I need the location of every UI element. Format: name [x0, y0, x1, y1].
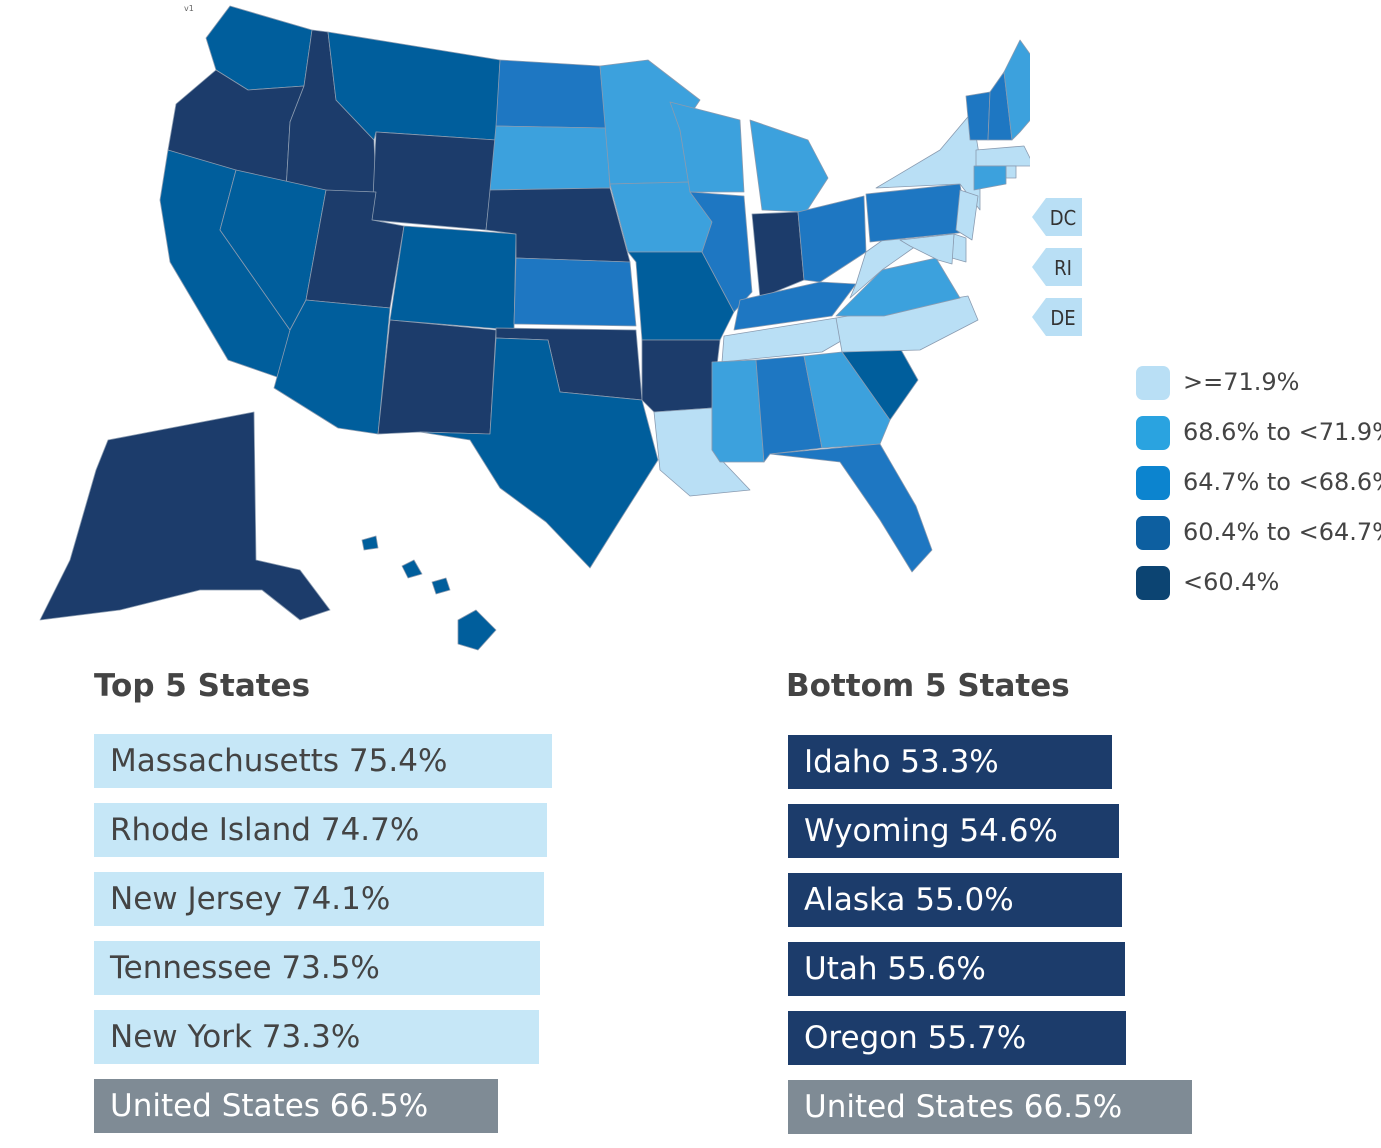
state-nd[interactable]: [495, 59, 607, 129]
top-state-bar: Massachusetts 75.4%: [94, 734, 552, 788]
us-average-bar: United States 66.5%: [788, 1080, 1192, 1134]
top-state-bar: Tennessee 73.5%: [94, 941, 540, 995]
top-states-title: Top 5 States: [94, 668, 311, 704]
legend-label: 64.7% to <68.6%: [1183, 468, 1381, 496]
state-in[interactable]: [751, 211, 805, 299]
bottom-state-bar: Idaho 53.3%: [788, 735, 1112, 789]
top-state-bar: New Jersey 74.1%: [94, 872, 544, 926]
states-layer: [39, 5, 1030, 651]
state-wy[interactable]: [371, 131, 497, 231]
callout-dc[interactable]: DC: [1032, 198, 1082, 236]
state-ks[interactable]: [513, 257, 637, 327]
state-ct[interactable]: [973, 165, 1007, 191]
state-md[interactable]: [899, 233, 955, 265]
legend-label: >=71.9%: [1183, 368, 1300, 396]
top-state-bar: New York 73.3%: [94, 1010, 539, 1064]
state-ga[interactable]: [803, 351, 891, 449]
legend-swatch: [1136, 466, 1170, 500]
state-me[interactable]: [1003, 39, 1030, 141]
state-oh[interactable]: [797, 195, 867, 283]
callout-arrow-icon: [1032, 298, 1082, 336]
callout-label-de: DE: [1050, 306, 1076, 330]
legend-swatch: [1136, 366, 1170, 400]
state-ak[interactable]: [39, 411, 331, 621]
state-va[interactable]: [835, 257, 961, 317]
state-wi[interactable]: [669, 101, 745, 193]
bottom-state-bar: Utah 55.6%: [788, 942, 1125, 996]
state-vt[interactable]: [965, 91, 991, 141]
callout-de[interactable]: DE: [1032, 298, 1082, 336]
state-az[interactable]: [273, 299, 391, 435]
version-label: v1: [184, 4, 194, 13]
legend-label: 68.6% to <71.9%: [1183, 418, 1381, 446]
state-pa[interactable]: [865, 183, 969, 243]
callout-arrow-icon: [1032, 198, 1082, 236]
state-il[interactable]: [689, 191, 753, 313]
us-choropleth-map: [39, 5, 1030, 651]
callout-label-dc: DC: [1049, 206, 1077, 230]
state-tx[interactable]: [419, 337, 659, 569]
legend-label: 60.4% to <64.7%: [1183, 518, 1381, 546]
state-co[interactable]: [389, 225, 517, 331]
callout-arrow-icon: [1032, 248, 1082, 286]
state-hi[interactable]: [361, 535, 497, 651]
state-ms[interactable]: [711, 359, 765, 463]
state-ar[interactable]: [641, 339, 721, 413]
bottom-state-bar: Alaska 55.0%: [788, 873, 1122, 927]
callout-ri[interactable]: RI: [1032, 248, 1082, 286]
state-sd[interactable]: [489, 125, 611, 191]
bottom-state-bar: Oregon 55.7%: [788, 1011, 1126, 1065]
legend-label: <60.4%: [1183, 568, 1280, 596]
state-ri[interactable]: [1005, 165, 1017, 179]
state-mi[interactable]: [749, 119, 829, 213]
bottom-states-title: Bottom 5 States: [786, 668, 1070, 704]
state-fl[interactable]: [769, 443, 933, 573]
state-al[interactable]: [755, 355, 823, 463]
legend-swatch: [1136, 516, 1170, 550]
callout-label-ri: RI: [1054, 256, 1072, 280]
legend-swatch: [1136, 566, 1170, 600]
bottom-state-bar: Wyoming 54.6%: [788, 804, 1119, 858]
top-state-bar: Rhode Island 74.7%: [94, 803, 547, 857]
state-nm[interactable]: [377, 319, 497, 435]
state-ky[interactable]: [733, 281, 857, 331]
state-ma[interactable]: [975, 145, 1030, 167]
legend-swatch: [1136, 416, 1170, 450]
us-average-bar: United States 66.5%: [94, 1079, 498, 1133]
state-nj[interactable]: [955, 189, 979, 241]
